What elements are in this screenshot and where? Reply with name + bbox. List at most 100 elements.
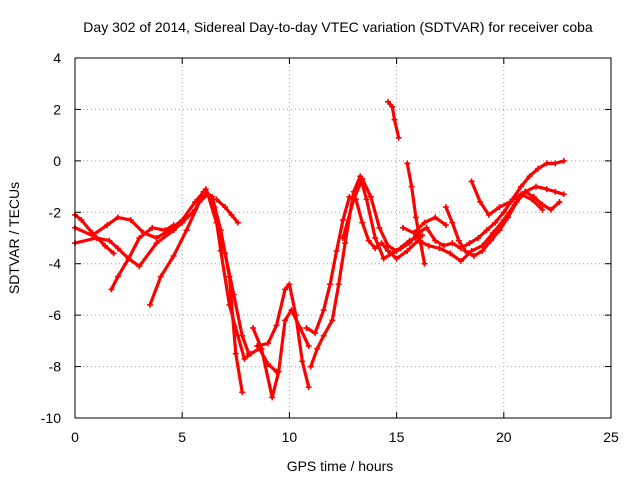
data-point-marker [153, 240, 160, 247]
data-point-marker [507, 199, 514, 205]
data-point-marker [114, 245, 121, 252]
data-point-marker [485, 211, 492, 218]
data-point-marker [372, 245, 379, 252]
data-point-marker [333, 247, 340, 254]
data-point-marker [421, 219, 428, 226]
data-point-marker [327, 281, 334, 288]
data-point-marker [479, 242, 486, 249]
data-point-marker [329, 317, 336, 324]
data-point-marker [560, 191, 567, 198]
plot-frame [74, 57, 612, 419]
data-point-marker [162, 227, 168, 234]
y-tick-label: -2 [49, 204, 62, 220]
data-point-marker [365, 237, 372, 244]
data-point-marker [335, 281, 342, 288]
data-point-marker [288, 307, 295, 313]
series-line-track-o [470, 179, 545, 217]
data-point-marker [400, 224, 406, 231]
y-tick-label: -6 [49, 307, 62, 323]
data-point-marker [535, 165, 542, 172]
data-point-marker [410, 229, 417, 236]
data-point-marker [457, 258, 464, 265]
data-point-marker [314, 345, 321, 352]
y-tick-label: 2 [53, 101, 61, 117]
data-point-marker [393, 247, 400, 254]
data-point-marker [153, 235, 160, 241]
data-point-marker [136, 235, 143, 241]
data-point-marker [149, 224, 156, 231]
data-point-marker [505, 214, 512, 221]
data-point-marker [114, 214, 121, 221]
data-point-marker [436, 245, 443, 252]
data-point-marker [104, 222, 111, 229]
data-point-marker [196, 199, 203, 205]
data-point-marker [269, 394, 276, 401]
data-point-marker [305, 343, 312, 349]
x-tick-label: 5 [178, 429, 186, 445]
data-point-marker [125, 255, 132, 262]
data-point-marker [265, 340, 271, 347]
data-point-marker [391, 116, 398, 123]
data-point-marker [213, 219, 220, 226]
data-point-marker [548, 206, 554, 213]
data-point-marker [170, 253, 177, 259]
data-point-marker [389, 103, 396, 110]
series-line-track-n [444, 190, 562, 258]
data-point-marker [346, 193, 353, 200]
data-point-marker [487, 237, 494, 244]
data-point-marker [222, 204, 229, 211]
data-point-marker [110, 250, 117, 257]
data-point-marker [378, 240, 385, 247]
data-point-marker [170, 222, 177, 229]
x-tick-label: 20 [496, 429, 512, 445]
data-point-marker [385, 98, 391, 105]
data-point-marker [447, 250, 454, 257]
data-point-marker [404, 160, 411, 167]
data-point-marker [466, 240, 473, 247]
data-point-marker [222, 250, 229, 257]
data-point-marker [500, 209, 507, 216]
x-tick-label: 0 [71, 429, 79, 445]
data-point-marker [106, 237, 113, 244]
x-tick-label: 25 [603, 429, 619, 445]
data-point-marker [543, 160, 550, 167]
data-point-marker [552, 160, 559, 167]
data-point-marker [78, 217, 85, 223]
series-layer [72, 98, 567, 401]
data-point-marker [234, 219, 241, 226]
y-tick-label: -8 [49, 359, 62, 375]
data-point-marker [230, 291, 237, 298]
data-point-marker [393, 255, 400, 262]
x-tick-label: 15 [389, 429, 405, 445]
data-point-marker [342, 240, 349, 247]
data-point-marker [533, 183, 539, 190]
data-point-marker [282, 286, 289, 293]
data-point-marker [490, 229, 497, 236]
x-tick-label: 10 [282, 429, 298, 445]
data-point-marker [468, 178, 475, 185]
data-point-marker [350, 196, 357, 203]
data-point-marker [539, 206, 546, 213]
data-point-marker [170, 227, 177, 234]
data-point-marker [528, 196, 535, 203]
data-point-marker [320, 307, 327, 313]
data-point-marker [518, 191, 524, 198]
data-point-marker [114, 273, 121, 280]
data-point-marker [241, 355, 248, 362]
data-point-marker [307, 363, 314, 370]
chart-title: Day 302 of 2014, Sidereal Day-to-day VTE… [83, 19, 593, 35]
data-point-marker [239, 389, 246, 396]
data-point-marker [404, 247, 411, 254]
y-tick-label: 0 [53, 153, 61, 169]
series-line-track-i [309, 159, 566, 369]
data-point-marker [496, 204, 503, 211]
data-point-marker [421, 260, 428, 267]
data-point-marker [367, 193, 374, 200]
data-point-marker [449, 240, 456, 247]
data-point-marker [556, 199, 563, 205]
data-point-marker [408, 183, 415, 190]
data-point-marker [157, 273, 164, 280]
data-point-marker [539, 201, 546, 208]
data-point-marker [477, 199, 484, 205]
